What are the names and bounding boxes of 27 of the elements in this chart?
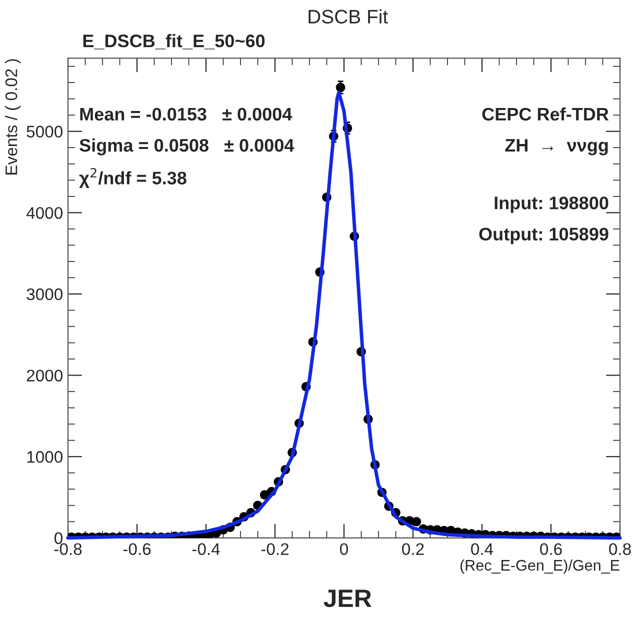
x-tick-label: 0 [340,543,348,556]
chart-subtitle: E_DSCB_fit_E_50~60 [83,34,265,50]
annotation: ZH → ννgg [505,139,608,156]
x-tick-label: 0.6 [540,543,562,556]
text: JER [324,590,372,608]
annotation: Mean = -0.0153 ± 0.0004 [80,108,292,121]
annotation: CEPC Ref-TDR [482,107,609,121]
x-tick-label: -0.4 [192,543,220,556]
x-tick-label: 0.2 [402,543,424,556]
y-tick-label: 0 [54,532,62,544]
x-tick-label: -0.2 [261,543,289,556]
annotation: Input: 198800 [494,196,608,213]
y-tick-label: 5000 [26,126,62,138]
x-tick-label: 0.8 [609,543,631,556]
x-tick-label: -0.6 [123,543,151,556]
annotation: Output: 105899 [479,228,608,244]
annotation: Sigma = 0.0508 ± 0.0004 [80,138,294,156]
x-tick-label: 0.4 [471,543,494,556]
chart-title: DSCB Fit [308,9,388,24]
annotation: χ$^{2}$/ndf = 5.38 [79,168,186,188]
x-tick-label: -0.8 [54,543,82,556]
y-axis-title: Events / ( 0.02 ) [4,59,21,174]
x-axis-title: (Rec_E-Gen_E)/Gen_E [460,560,620,574]
y-tick-label: 1000 [27,451,62,463]
y-tick-label: 3000 [26,288,62,300]
y-tick-label: 2000 [26,370,62,382]
y-tick-label: 4000 [26,207,62,219]
